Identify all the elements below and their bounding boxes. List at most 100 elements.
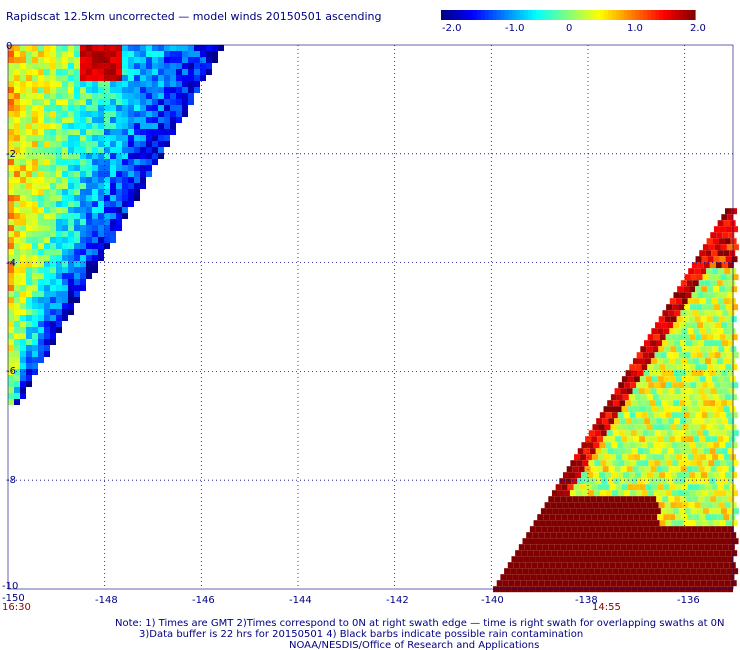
data-cell [68, 243, 74, 249]
data-cell [182, 63, 188, 69]
data-cell [570, 568, 577, 575]
data-cell [687, 328, 694, 335]
data-cell [684, 352, 691, 359]
data-cell [646, 346, 653, 353]
data-cell [632, 388, 639, 395]
data-cell [56, 153, 62, 159]
data-cell [170, 63, 176, 69]
data-cell [32, 261, 38, 267]
data-cell [98, 135, 104, 141]
data-cell [727, 214, 734, 221]
colorbar-segment [607, 10, 613, 20]
data-cell [32, 291, 38, 297]
data-cell [594, 508, 601, 515]
data-cell [702, 430, 709, 437]
data-cell [116, 201, 122, 207]
data-cell [92, 213, 98, 219]
data-cell [50, 93, 56, 99]
data-cell [98, 69, 104, 75]
data-cell [547, 556, 554, 563]
data-cell [656, 388, 663, 395]
data-cell [110, 189, 116, 195]
data-cell [601, 478, 608, 485]
data-cell [140, 45, 146, 51]
data-cell [688, 454, 695, 461]
data-cell [14, 267, 20, 273]
data-cell [74, 243, 80, 249]
data-cell [611, 412, 618, 419]
data-cell [689, 550, 696, 557]
data-cell [140, 75, 146, 81]
data-cell [723, 376, 730, 383]
data-cell [621, 484, 628, 491]
data-cell [732, 568, 739, 575]
data-cell [86, 63, 92, 69]
data-cell [666, 460, 673, 467]
data-cell [670, 394, 677, 401]
data-cell [122, 117, 128, 123]
data-cell [32, 93, 38, 99]
data-cell [8, 267, 14, 273]
data-cell [122, 69, 128, 75]
data-cell [701, 550, 708, 557]
data-cell [44, 261, 50, 267]
data-cell [80, 129, 86, 135]
data-cell [719, 226, 726, 233]
data-cell [732, 382, 739, 389]
data-cell [188, 81, 194, 87]
data-cell [32, 57, 38, 63]
data-cell [668, 544, 675, 551]
data-cell [618, 460, 625, 467]
data-cell [674, 574, 681, 581]
data-cell [62, 219, 68, 225]
data-cell [596, 544, 603, 551]
data-cell [158, 123, 164, 129]
data-cell [632, 358, 639, 365]
data-cell [56, 321, 62, 327]
data-cell [38, 129, 44, 135]
data-cell [694, 454, 701, 461]
data-cell [617, 412, 624, 419]
data-cell [724, 238, 731, 245]
data-cell [621, 406, 628, 413]
data-cell [655, 448, 662, 455]
data-cell [697, 262, 704, 269]
data-cell [8, 159, 14, 165]
data-cell [719, 334, 726, 341]
colorbar-segment [532, 10, 537, 20]
data-cell [194, 45, 200, 51]
colorbar-segment [552, 10, 557, 20]
data-cell [86, 249, 92, 255]
data-cell [713, 550, 720, 557]
data-cell [170, 81, 176, 87]
data-cell [80, 63, 86, 69]
data-cell [56, 171, 62, 177]
data-cell [68, 213, 74, 219]
data-cell [620, 466, 627, 473]
data-cell [577, 478, 584, 485]
data-cell [651, 436, 658, 443]
data-cell [38, 285, 44, 291]
data-cell [588, 568, 595, 575]
data-cell [182, 51, 188, 57]
data-cell [565, 478, 572, 485]
data-cell [651, 406, 658, 413]
data-cell [542, 574, 549, 581]
data-cell [26, 261, 32, 267]
data-cell [731, 472, 738, 479]
data-cell [128, 141, 134, 147]
x-tick-label: -146 [192, 595, 215, 606]
colorbar-segment [536, 10, 541, 20]
data-cell [86, 201, 92, 207]
data-cell [569, 520, 576, 527]
data-cell [110, 105, 116, 111]
data-cell [618, 430, 625, 437]
data-cell [731, 256, 738, 263]
data-cell [637, 448, 644, 455]
data-cell [44, 183, 50, 189]
data-cell [80, 147, 86, 153]
data-cell [68, 117, 74, 123]
data-cell [675, 562, 682, 569]
data-cell [116, 207, 122, 213]
data-cell [26, 339, 32, 345]
